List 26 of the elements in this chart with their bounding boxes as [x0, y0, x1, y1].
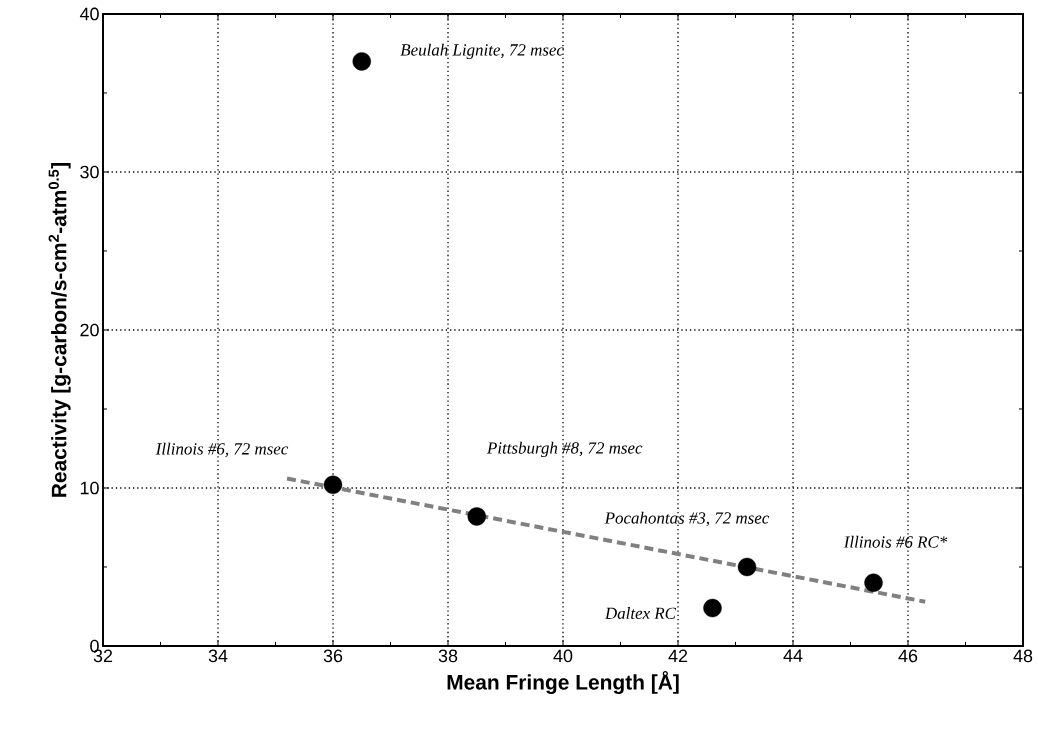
annotation: Daltex RC [604, 607, 677, 620]
y-tick-label: 20 [80, 323, 99, 337]
y-tick-label: 40 [79, 7, 99, 21]
point [323, 475, 343, 495]
annotation: Illinois #6, 72 msec [155, 442, 289, 458]
x-tick-label: 40 [553, 649, 573, 663]
y-tick-label: 10 [80, 481, 99, 495]
x-tick-label: 48 [1013, 649, 1033, 663]
annotation: Beulah Lignite, 72 msec [400, 43, 564, 60]
x-tick-label: 42 [668, 649, 688, 663]
y-tick-label: 30 [80, 165, 99, 179]
point [352, 52, 371, 71]
x-tick-label: 34 [208, 649, 228, 663]
point [737, 557, 757, 577]
x-tick-label: 46 [898, 649, 918, 663]
annotation: Pocahontas #3, 72 msec [604, 511, 770, 527]
y-axis-title: Reactivity [g-carbon/s-cm$^{2}$-atm$^{0.5}$] [48, 162, 71, 497]
x-tick-label: 36 [323, 649, 343, 663]
point [467, 507, 486, 526]
x-tick-label: 38 [438, 649, 458, 663]
x-axis-title: Mean Fringe Length [Å] [447, 671, 679, 694]
point [864, 573, 883, 592]
annotation: Pittsburgh #8, 72 msec [486, 441, 643, 458]
x-tick-label: 44 [783, 649, 803, 662]
annotation: Illinois #6 RC* [843, 535, 948, 548]
point [703, 598, 722, 618]
